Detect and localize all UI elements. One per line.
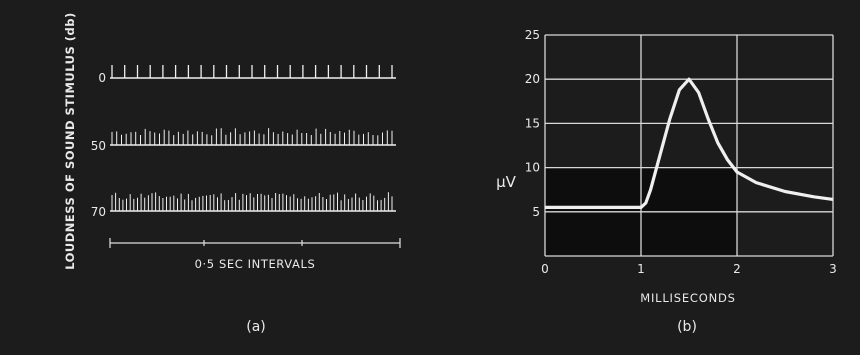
x-tick-label: 2 xyxy=(733,262,741,276)
y-tick-label: 25 xyxy=(525,28,540,42)
x-tick-label: 1 xyxy=(637,262,645,276)
interval-scale xyxy=(109,238,401,248)
spike-traces xyxy=(110,65,396,212)
panel-a-ylabel: LOUDNESS OF SOUND STIMULUS (db) xyxy=(63,12,77,270)
panel-a: LOUDNESS OF SOUND STIMULUS (db) 0 50 70 … xyxy=(63,12,401,335)
response-curve xyxy=(545,77,834,209)
y-tick-label: 5 xyxy=(532,205,540,219)
tick-labels: 0 1 2 3 5 10 15 20 25 xyxy=(525,28,837,276)
y-tick-label: 15 xyxy=(525,116,540,130)
x-tick-label: 0 xyxy=(541,262,549,276)
row-label-0: 0 xyxy=(98,71,106,85)
panel-b-xlabel: MILLISECONDS xyxy=(640,291,736,305)
panel-a-xlabel: 0·5 SEC INTERVALS xyxy=(195,257,316,271)
grid xyxy=(544,34,834,257)
y-tick-label: 10 xyxy=(525,161,540,175)
panel-b: 0 1 2 3 5 10 15 20 25 μV MILLISECONDS (b) xyxy=(496,28,837,335)
x-tick-label: 3 xyxy=(829,262,837,276)
row-label-70: 70 xyxy=(91,205,106,219)
panel-b-label: (b) xyxy=(677,319,697,335)
panel-b-ylabel: μV xyxy=(496,173,517,191)
y-tick-label: 20 xyxy=(525,72,540,86)
row-label-50: 50 xyxy=(91,139,106,153)
panel-a-label: (a) xyxy=(246,319,266,335)
